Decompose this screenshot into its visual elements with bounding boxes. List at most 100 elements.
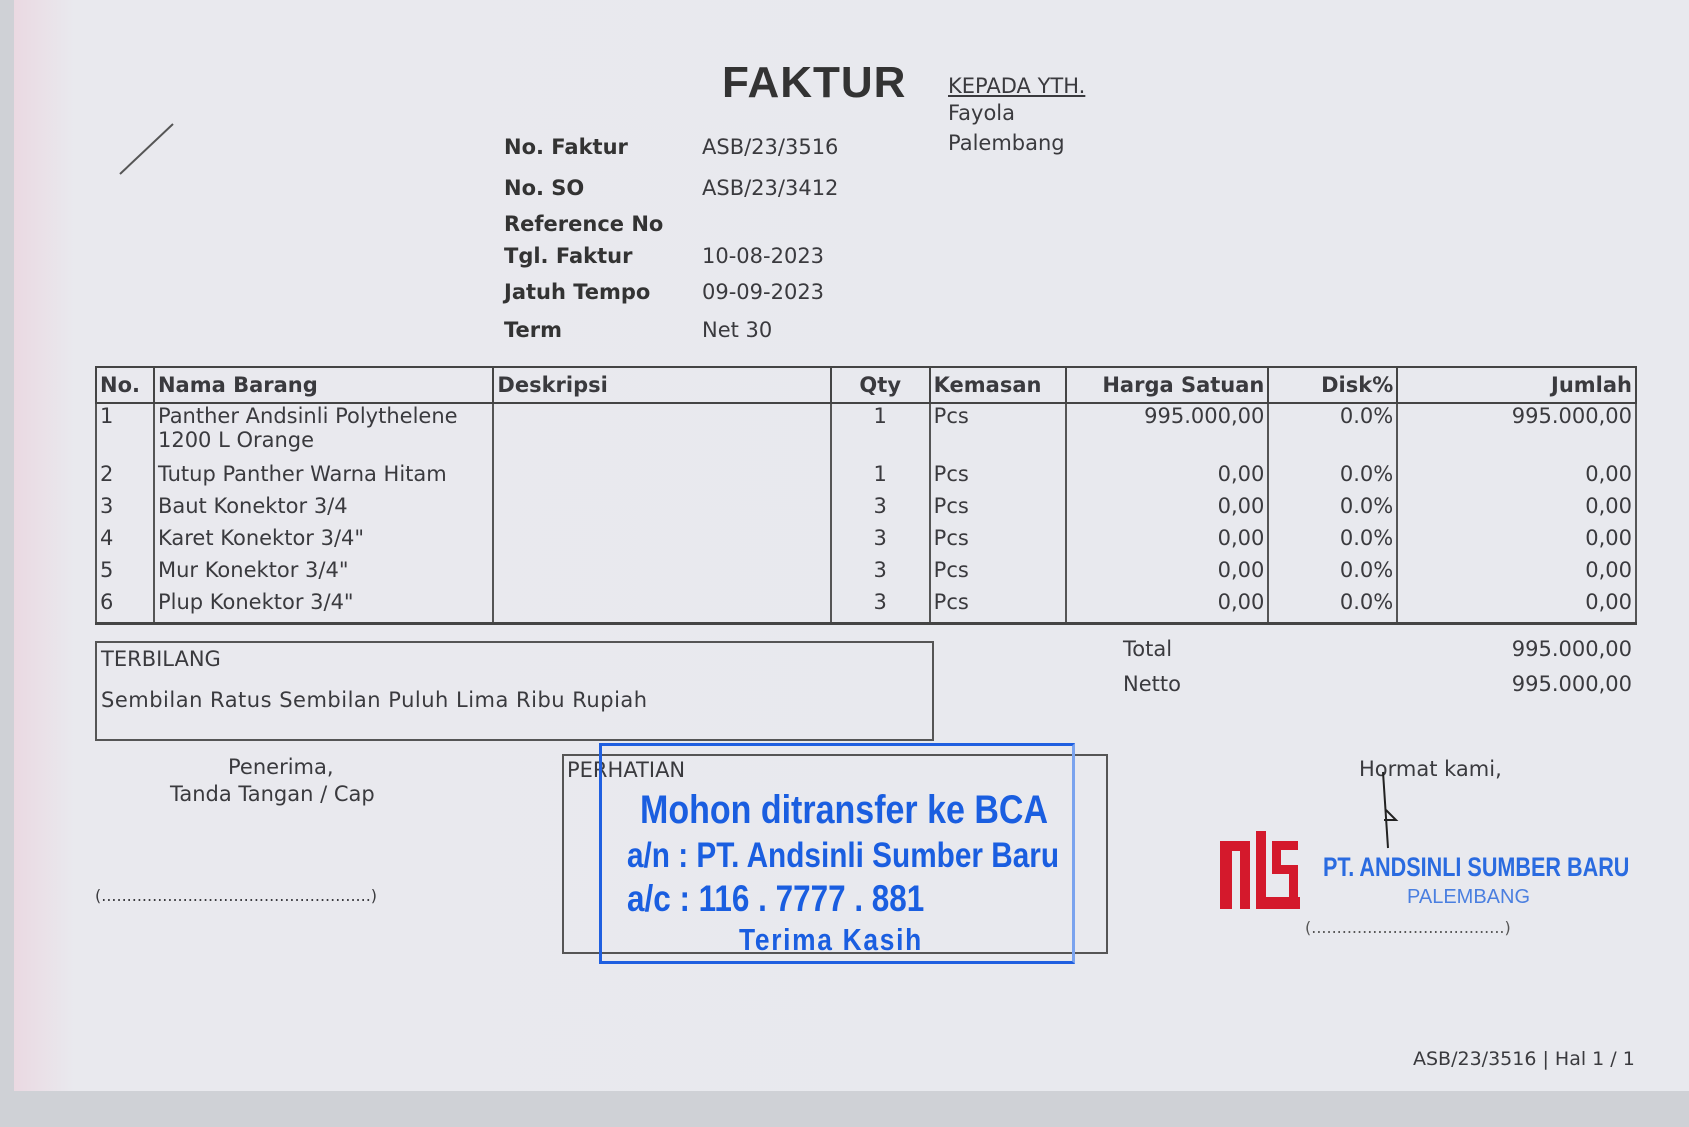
stamp-line: Mohon ditransfer ke BCA bbox=[640, 788, 1049, 832]
col-kemasan: Kemasan bbox=[928, 366, 1067, 404]
page-footer: ASB/23/3516 | Hal 1 / 1 bbox=[1413, 1048, 1635, 1070]
table-row: 1 Panther Andsinli Polythelene 1200 L Ora… bbox=[95, 403, 1637, 462]
table-cell: 995.000,00 bbox=[1396, 403, 1637, 462]
table-cell: 5 bbox=[95, 558, 155, 590]
total-value: 995.000,00 bbox=[1511, 637, 1632, 661]
table-cell: 3 bbox=[95, 494, 155, 526]
pen-mark-icon bbox=[119, 123, 174, 175]
col-jumlah: Jumlah bbox=[1396, 366, 1637, 404]
table-cell: 0,00 bbox=[1396, 526, 1637, 558]
items-table: No. Nama Barang Deskripsi Qty Kemasan Ha… bbox=[95, 366, 1637, 625]
table-cell: 995.000,00 bbox=[1064, 403, 1270, 462]
table-cell: 0,00 bbox=[1064, 590, 1270, 625]
meta-value: ASB/23/3412 bbox=[702, 176, 839, 200]
perhatian-label: PERHATIAN bbox=[567, 758, 686, 782]
table-cell: Pcs bbox=[928, 590, 1067, 625]
table-cell: Panther Andsinli Polythelene 1200 L Oran… bbox=[152, 403, 495, 462]
stamp-line: a/c : 116 . 7777 . 881 bbox=[627, 878, 925, 919]
sender-city: PALEMBANG bbox=[1407, 886, 1530, 908]
table-cell bbox=[492, 403, 832, 462]
table-cell: Pcs bbox=[928, 403, 1067, 462]
table-cell bbox=[492, 526, 832, 558]
bank-transfer-stamp: Mohon ditransfer ke BCA a/n : PT. Andsin… bbox=[599, 743, 1075, 964]
meta-label: Tgl. Faktur bbox=[504, 244, 633, 268]
recipient-city: Palembang bbox=[948, 131, 1065, 155]
meta-value: 10-08-2023 bbox=[702, 244, 825, 268]
col-no: No. bbox=[95, 366, 155, 404]
table-cell: Pcs bbox=[928, 558, 1067, 590]
table-cell bbox=[492, 494, 832, 526]
table-cell: 0,00 bbox=[1064, 494, 1270, 526]
table-cell: Mur Konektor 3/4" bbox=[152, 558, 495, 590]
table-cell: 0,00 bbox=[1064, 526, 1270, 558]
table-cell: 3 bbox=[829, 494, 931, 526]
meta-label: No. SO bbox=[504, 176, 585, 200]
terbilang-box: TERBILANG Sembilan Ratus Sembilan Puluh … bbox=[95, 641, 934, 741]
table-cell: 0,00 bbox=[1064, 558, 1270, 590]
terbilang-label: TERBILANG bbox=[101, 647, 221, 671]
table-cell: 6 bbox=[95, 590, 155, 625]
table-cell: 0.0% bbox=[1267, 494, 1399, 526]
table-cell: 0,00 bbox=[1396, 590, 1637, 625]
recipient-name: Fayola bbox=[948, 101, 1015, 125]
table-row: 3 Baut Konektor 3/4 3 Pcs 0,00 0.0% 0,00 bbox=[95, 494, 1637, 526]
col-qty: Qty bbox=[829, 366, 931, 404]
table-cell: 0.0% bbox=[1267, 590, 1399, 625]
table-cell: Plup Konektor 3/4" bbox=[152, 590, 495, 625]
table-cell: Tutup Panther Warna Hitam bbox=[152, 462, 495, 494]
netto-label: Netto bbox=[1123, 672, 1181, 696]
col-deskripsi: Deskripsi bbox=[492, 366, 832, 404]
table-cell: 1 bbox=[95, 403, 155, 462]
table-cell: 1 bbox=[829, 403, 931, 462]
table-cell: Karet Konektor 3/4" bbox=[152, 526, 495, 558]
table-cell: Pcs bbox=[928, 462, 1067, 494]
receiver-signature-line: (.......................................… bbox=[95, 886, 378, 905]
table-cell bbox=[492, 462, 832, 494]
table-cell: 0,00 bbox=[1396, 462, 1637, 494]
table-cell: 0.0% bbox=[1267, 462, 1399, 494]
table-header-row: No. Nama Barang Deskripsi Qty Kemasan Ha… bbox=[95, 366, 1637, 404]
table-cell bbox=[492, 558, 832, 590]
col-nama-barang: Nama Barang bbox=[152, 366, 495, 404]
table-row: 2 Tutup Panther Warna Hitam 1 Pcs 0,00 0.0% 0,… bbox=[95, 462, 1637, 494]
stamp-line: Terima Kasih bbox=[739, 922, 923, 957]
receiver-label: Penerima, bbox=[228, 755, 334, 779]
table-cell: 0,00 bbox=[1396, 558, 1637, 590]
table-cell: 1 bbox=[829, 462, 931, 494]
table-cell: 4 bbox=[95, 526, 155, 558]
meta-label: Reference No bbox=[504, 212, 664, 236]
table-cell: 3 bbox=[829, 558, 931, 590]
table-cell: Pcs bbox=[928, 494, 1067, 526]
table-cell: 0.0% bbox=[1267, 403, 1399, 462]
recipient-heading: KEPADA YTH. bbox=[948, 74, 1086, 98]
perhatian-box: PERHATIAN bbox=[562, 754, 1108, 954]
table-cell: Pcs bbox=[928, 526, 1067, 558]
netto-value: 995.000,00 bbox=[1511, 672, 1632, 696]
table-cell: 3 bbox=[829, 526, 931, 558]
table-cell: 0.0% bbox=[1267, 526, 1399, 558]
meta-label: Jatuh Tempo bbox=[504, 280, 651, 304]
meta-value: 09-09-2023 bbox=[702, 280, 825, 304]
meta-value: Net 30 bbox=[702, 318, 773, 342]
table-cell: 3 bbox=[829, 590, 931, 625]
table-cell: 0.0% bbox=[1267, 558, 1399, 590]
sender-signature-line: (......................................) bbox=[1305, 918, 1511, 937]
table-cell: 2 bbox=[95, 462, 155, 494]
page-title: FAKTUR bbox=[722, 58, 907, 107]
table-row: 5 Mur Konektor 3/4" 3 Pcs 0,00 0.0% 0,00 bbox=[95, 558, 1637, 590]
terbilang-text: Sembilan Ratus Sembilan Puluh Lima Ribu … bbox=[101, 688, 648, 712]
stamp-line: a/n : PT. Andsinli Sumber Baru bbox=[627, 836, 1059, 875]
meta-label: No. Faktur bbox=[504, 135, 628, 159]
table-cell bbox=[492, 590, 832, 625]
table-cell: 0,00 bbox=[1396, 494, 1637, 526]
signature-mark bbox=[1382, 771, 1399, 849]
col-disk: Disk% bbox=[1267, 366, 1399, 404]
receiver-sign-label: Tanda Tangan / Cap bbox=[170, 782, 375, 806]
col-harga-satuan: Harga Satuan bbox=[1064, 366, 1270, 404]
total-label: Total bbox=[1123, 637, 1173, 661]
sender-company: PT. ANDSINLI SUMBER BARU bbox=[1323, 852, 1630, 882]
table-row: 4 Karet Konektor 3/4" 3 Pcs 0,00 0.0% 0,00 bbox=[95, 526, 1637, 558]
meta-value: ASB/23/3516 bbox=[702, 135, 839, 159]
company-logo bbox=[1220, 831, 1300, 909]
meta-label: Term bbox=[504, 318, 563, 342]
